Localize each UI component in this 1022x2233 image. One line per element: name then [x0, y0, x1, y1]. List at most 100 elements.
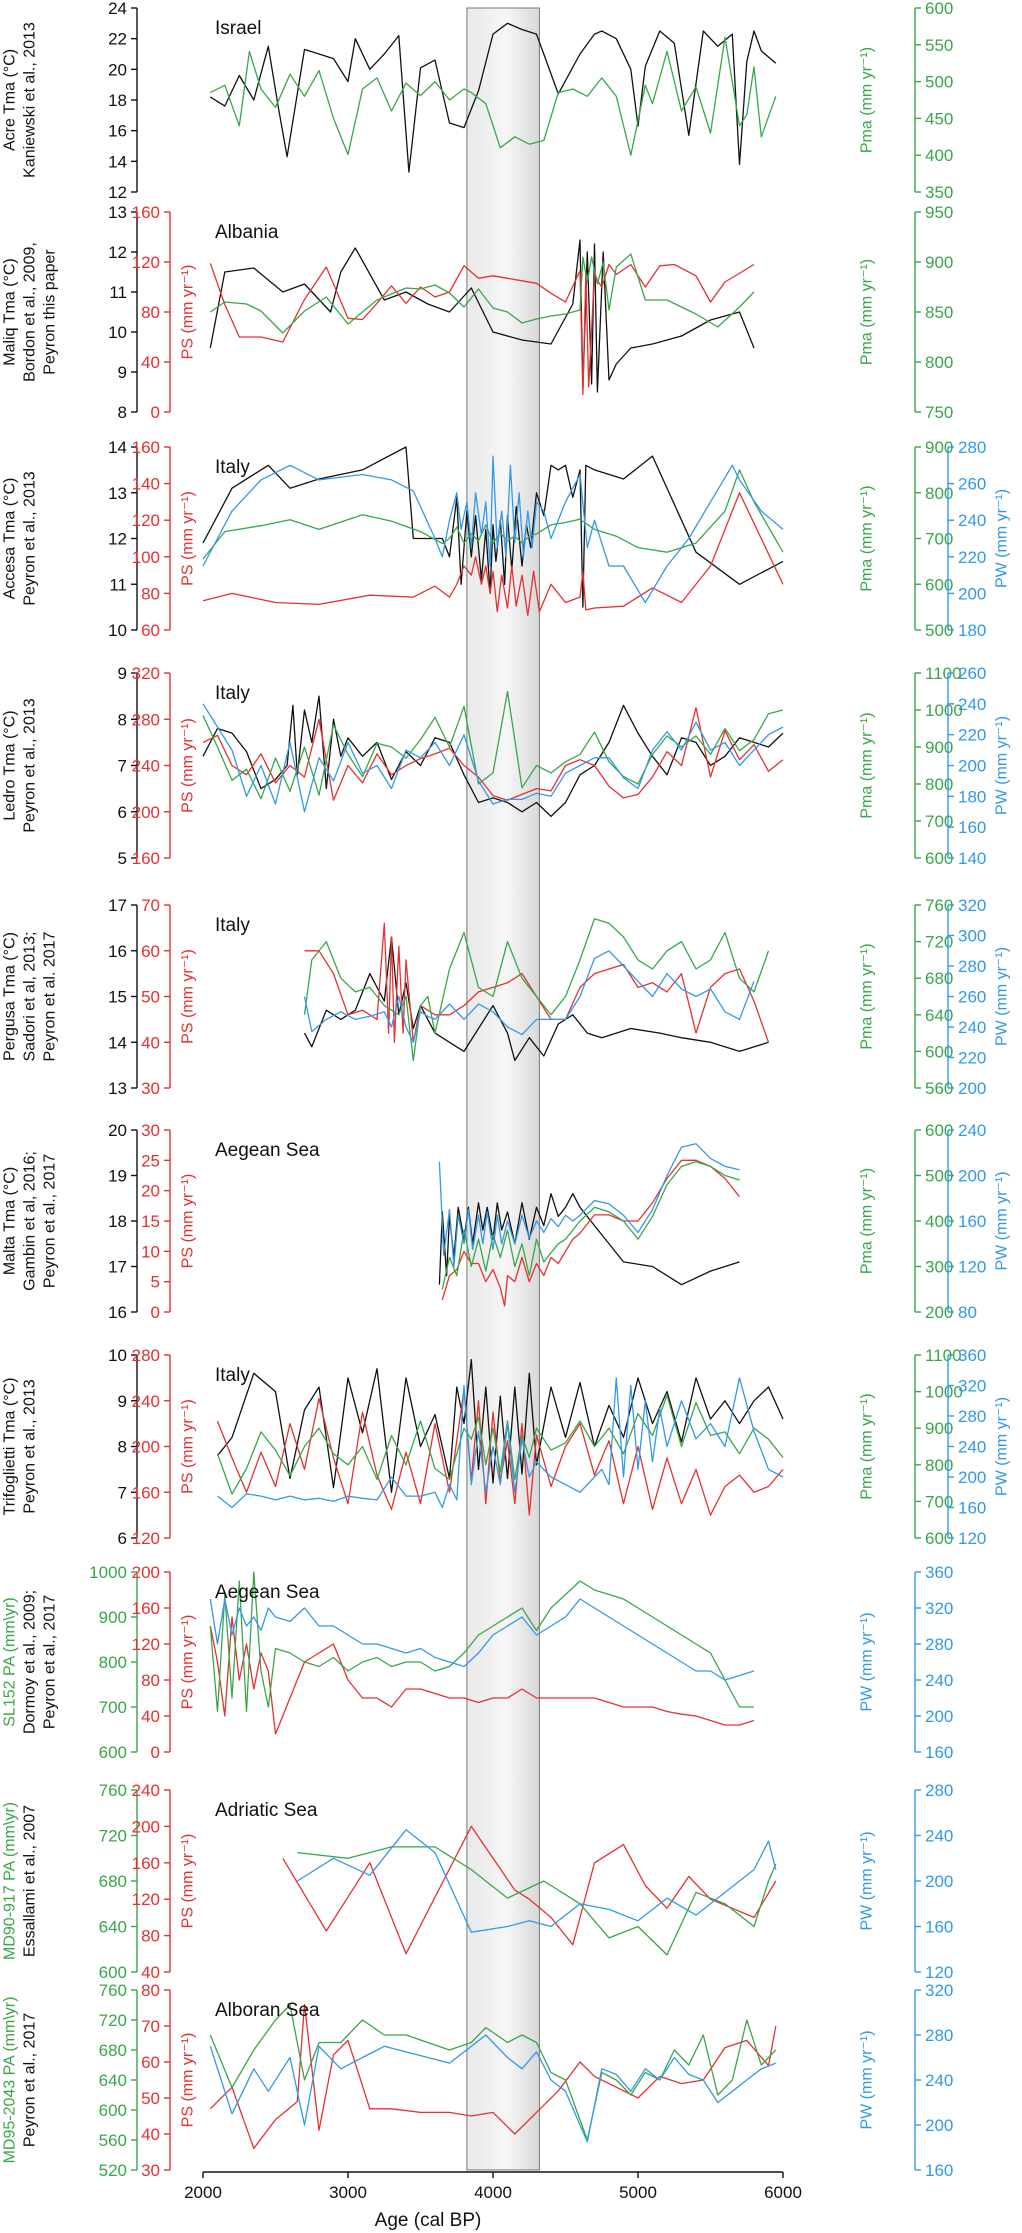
- series-line-pma: [216, 1394, 784, 1495]
- series-line-ps: [202, 707, 784, 801]
- axis-title-left: Peyron et al., 2017: [22, 2013, 39, 2147]
- axis-tick-label: 10: [141, 1242, 160, 1261]
- axis-tick-label: 500: [925, 73, 953, 92]
- axis-tick-label: 280: [958, 957, 986, 976]
- axis-tick-label: 320: [958, 1377, 986, 1396]
- axis-tick-label: 120: [132, 1890, 160, 1909]
- axis-tick-label: 60: [141, 2053, 160, 2072]
- axis-tick-label: 9: [118, 363, 127, 382]
- series-line-ps: [209, 2003, 777, 2150]
- axis-tick-label: 160: [958, 1499, 986, 1518]
- axis-tick-label: 0: [151, 1743, 160, 1762]
- axis-tick-label: 14: [108, 152, 127, 171]
- axis-title-left: MD90-917 PA (mm\yr): [2, 1802, 19, 1960]
- axis-title-left: SL152 PA (mm\yr): [2, 1597, 19, 1727]
- axis-tick-label: 300: [958, 927, 986, 946]
- series-line-pw: [209, 1598, 755, 1681]
- series-line-pma: [441, 1161, 740, 1290]
- panel-site-label: Albania: [215, 222, 279, 243]
- panel-site-label: Alboran Sea: [215, 2000, 320, 2021]
- axis-tick-label: 9: [118, 664, 127, 683]
- axis-tick-label: 240: [132, 757, 160, 776]
- axis-tick-label: 560: [925, 1079, 953, 1098]
- x-axis-tick-label: 4000: [474, 2183, 512, 2202]
- axis-tick-label: 80: [141, 303, 160, 322]
- axis-tick-label: 17: [108, 1258, 127, 1277]
- axis-tick-label: 720: [925, 933, 953, 952]
- series-line-tma: [202, 446, 784, 608]
- series-line-pw: [303, 950, 755, 1043]
- axis-tick-label: 70: [141, 896, 160, 915]
- series-line-ps: [202, 492, 784, 617]
- axis-title-right: PW (mm yr⁻¹): [994, 716, 1011, 815]
- axis-tick-label: 600: [925, 575, 953, 594]
- series-line-ps: [209, 1616, 755, 1735]
- axis-tick-label: 280: [958, 1407, 986, 1426]
- axis-tick-label: 12: [108, 243, 127, 262]
- axis-tick-label: 80: [141, 1671, 160, 1690]
- axis-tick-label: 100: [132, 548, 160, 567]
- panel-site-label: Adriatic Sea: [215, 1800, 318, 1821]
- axis-tick-label: 200: [958, 1167, 986, 1186]
- axis-tick-label: 560: [99, 2131, 127, 2150]
- axis-title-left: Maliq Tma (°C): [2, 258, 19, 365]
- axis-tick-label: 40: [141, 1033, 160, 1052]
- axis-title-right: Pma (mm yr⁻¹): [859, 1168, 876, 1274]
- axis-tick-label: 5: [118, 849, 127, 868]
- axis-tick-label: 11: [109, 575, 127, 594]
- axis-tick-label: 200: [132, 1563, 160, 1582]
- axis-tick-label: 120: [132, 1529, 160, 1548]
- axis-tick-label: 200: [132, 803, 160, 822]
- axis-title-left: Kaniewski et al., 2013: [22, 22, 39, 178]
- axis-tick-label: 16: [108, 942, 127, 961]
- axis-tick-label: 160: [132, 203, 160, 222]
- axis-tick-label: 20: [108, 1121, 127, 1140]
- axis-tick-label: 8: [118, 403, 127, 422]
- axis-tick-label: 200: [958, 584, 986, 603]
- axis-tick-label: 360: [925, 1563, 953, 1582]
- axis-tick-label: 550: [925, 36, 953, 55]
- axis-tick-label: 160: [958, 818, 986, 837]
- axis-tick-label: 160: [925, 1918, 953, 1937]
- axis-tick-label: 760: [925, 896, 953, 915]
- axis-tick-label: 800: [925, 775, 953, 794]
- axis-title-left: Peyron et al. 2017: [42, 931, 59, 1061]
- axis-tick-label: 240: [132, 1781, 160, 1800]
- axis-tick-label: 600: [99, 2101, 127, 2120]
- axis-tick-label: 800: [925, 353, 953, 372]
- axis-tick-label: 18: [108, 1212, 127, 1231]
- axis-tick-label: 260: [958, 664, 986, 683]
- series-line-pw: [296, 1829, 777, 1933]
- x-axis-tick-label: 6000: [764, 2183, 802, 2202]
- panel-site-label: Aegean Sea: [215, 1140, 320, 1161]
- axis-title-left: Gambin et al, 2016;: [22, 1151, 39, 1291]
- axis-tick-label: 80: [141, 1927, 160, 1946]
- series-layer: [202, 22, 784, 2150]
- axis-tick-label: 500: [925, 1167, 953, 1186]
- axis-tick-label: 520: [99, 2161, 127, 2180]
- axis-tick-label: 280: [132, 1346, 160, 1365]
- axis-title-ps: PS (mm yr⁻¹): [180, 2033, 197, 2128]
- axis-tick-label: 500: [925, 621, 953, 640]
- axes-layer: 1214161820222435040045050055060089101112…: [89, 0, 986, 2180]
- axis-tick-label: 240: [958, 511, 986, 530]
- axis-tick-label: 200: [925, 2116, 953, 2135]
- axis-tick-label: 700: [925, 1492, 953, 1511]
- axis-tick-label: 60: [141, 621, 160, 640]
- panel-site-label: Italy: [215, 1365, 250, 1386]
- axis-tick-label: 200: [132, 1817, 160, 1836]
- series-line-pa: [297, 1846, 777, 1956]
- axis-tick-label: 80: [141, 1981, 160, 2000]
- x-axis-tick-label: 5000: [619, 2183, 657, 2202]
- series-line-pw: [438, 1143, 740, 1268]
- axis-tick-label: 400: [925, 146, 953, 165]
- axis-tick-label: 20: [108, 60, 127, 79]
- axis-tick-label: 600: [925, 0, 953, 18]
- axis-tick-label: 900: [925, 738, 953, 757]
- axis-title-right: Pma (mm yr⁻¹): [859, 47, 876, 153]
- axis-title-ps: PS (mm yr⁻¹): [180, 1834, 197, 1929]
- axis-tick-label: 25: [141, 1151, 160, 1170]
- axis-tick-label: 850: [925, 303, 953, 322]
- axis-tick-label: 40: [141, 1707, 160, 1726]
- axis-title-ps: PS (mm yr⁻¹): [180, 718, 197, 813]
